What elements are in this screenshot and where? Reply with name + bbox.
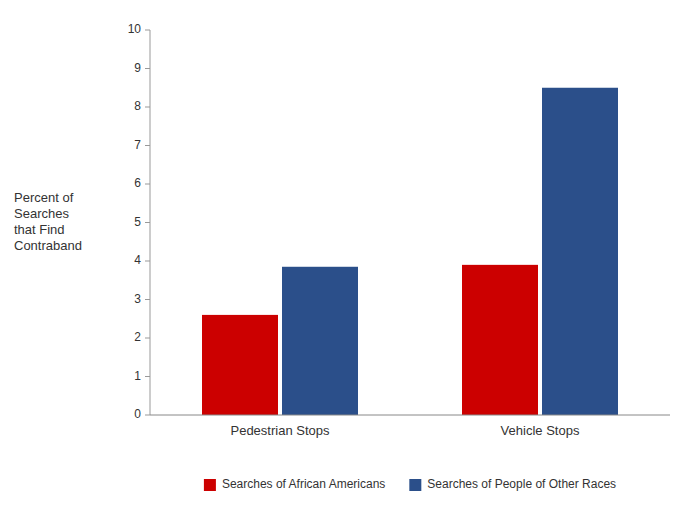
y-tick bbox=[145, 299, 150, 300]
bar bbox=[462, 265, 538, 415]
legend-item: Searches of African Americans bbox=[204, 477, 385, 491]
bars bbox=[202, 88, 618, 415]
y-tick bbox=[145, 184, 150, 185]
y-tick-label: 6 bbox=[134, 176, 141, 190]
x-axis-line bbox=[150, 415, 670, 416]
y-tick bbox=[145, 338, 150, 339]
y-tick-label: 0 bbox=[134, 407, 141, 421]
y-axis-label: Percent ofSearchesthat FindContraband bbox=[14, 190, 82, 253]
bar bbox=[282, 267, 358, 415]
x-tick-label: Pedestrian Stops bbox=[230, 423, 330, 438]
y-tick-label: 10 bbox=[128, 22, 142, 36]
y-tick-label: 7 bbox=[134, 138, 141, 152]
y-tick-label: 3 bbox=[134, 292, 141, 306]
y-tick bbox=[145, 222, 150, 223]
y-tick bbox=[145, 145, 150, 146]
legend-item: Searches of People of Other Races bbox=[409, 477, 616, 491]
y-tick bbox=[145, 30, 150, 31]
y-tick-label: 1 bbox=[134, 369, 141, 383]
x-tick-label: Vehicle Stops bbox=[501, 423, 580, 438]
legend-label: Searches of African Americans bbox=[222, 477, 385, 491]
y-tick-label: 5 bbox=[134, 215, 141, 229]
plot: 0 1 2 3 4 5 6 7 8 9 10 Pedestrian Stops Vehicle Stop… bbox=[128, 22, 670, 438]
x-axis: Pedestrian Stops Vehicle Stops bbox=[150, 415, 670, 438]
y-tick-label: 2 bbox=[134, 330, 141, 344]
y-tick bbox=[145, 107, 150, 108]
y-tick bbox=[145, 415, 150, 416]
legend-swatch bbox=[204, 479, 216, 491]
legend: Searches of African Americans Searches of… bbox=[204, 477, 616, 491]
y-axis: 0 1 2 3 4 5 6 7 8 9 10 bbox=[128, 22, 150, 421]
y-tick bbox=[145, 261, 150, 262]
y-tick-label: 8 bbox=[134, 99, 141, 113]
y-axis-line bbox=[150, 30, 151, 415]
y-tick-label: 4 bbox=[134, 253, 141, 267]
bar bbox=[202, 315, 278, 415]
legend-label: Searches of People of Other Races bbox=[427, 477, 616, 491]
y-tick bbox=[145, 376, 150, 377]
bar bbox=[542, 88, 618, 415]
y-tick bbox=[145, 68, 150, 69]
legend-swatch bbox=[409, 479, 421, 491]
chart-container: 0 1 2 3 4 5 6 7 8 9 10 Pedestrian Stops Vehicle Stop… bbox=[0, 0, 700, 525]
y-tick-label: 9 bbox=[134, 61, 141, 75]
chart-svg: 0 1 2 3 4 5 6 7 8 9 10 Pedestrian Stops Vehicle Stop… bbox=[0, 0, 700, 525]
